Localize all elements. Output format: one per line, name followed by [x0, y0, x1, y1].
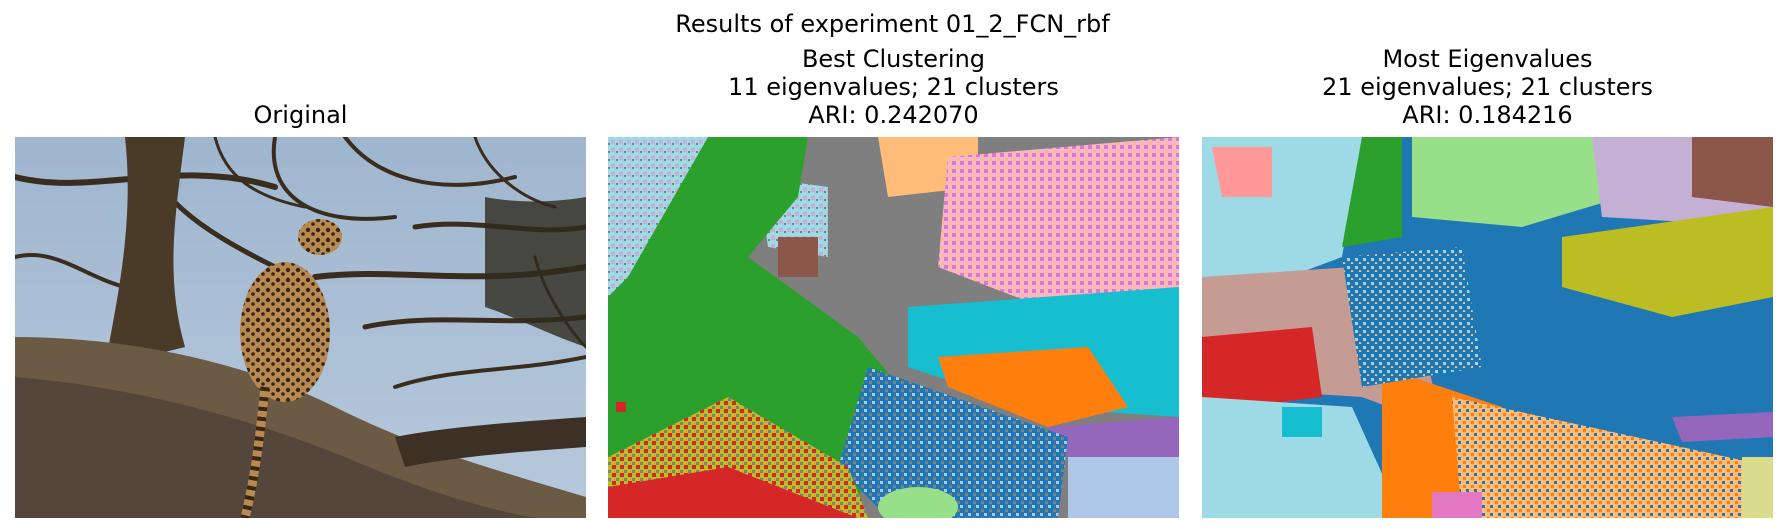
best-clustering-segmentation [608, 137, 1179, 518]
panel-ari-line: ARI: 0.242070 [808, 101, 979, 129]
panel-title-line: Most Eigenvalues [1382, 45, 1593, 73]
panel-title-original: Original [15, 101, 586, 129]
figure-suptitle: Results of experiment 01_2_FCN_rbf [675, 10, 1110, 38]
most-eigenvalues-segmentation [1202, 137, 1773, 518]
panel-subtitle-line: 21 eigenvalues; 21 clusters [1322, 73, 1653, 101]
panel-title-most-eigenvalues: Most Eigenvalues 21 eigenvalues; 21 clus… [1202, 45, 1773, 129]
panel-original: Original [15, 0, 586, 532]
panel-subtitle-line: 11 eigenvalues; 21 clusters [728, 73, 1059, 101]
panel-ari-line: ARI: 0.184216 [1402, 101, 1573, 129]
panel-best-clustering: Best Clustering 11 eigenvalues; 21 clust… [608, 0, 1179, 532]
original-photo [15, 137, 586, 518]
panel-most-eigenvalues: Most Eigenvalues 21 eigenvalues; 21 clus… [1202, 0, 1773, 532]
panel-title-best-clustering: Best Clustering 11 eigenvalues; 21 clust… [608, 45, 1179, 129]
panel-title-line: Best Clustering [801, 45, 986, 73]
panel-title-line: Original [253, 101, 348, 129]
